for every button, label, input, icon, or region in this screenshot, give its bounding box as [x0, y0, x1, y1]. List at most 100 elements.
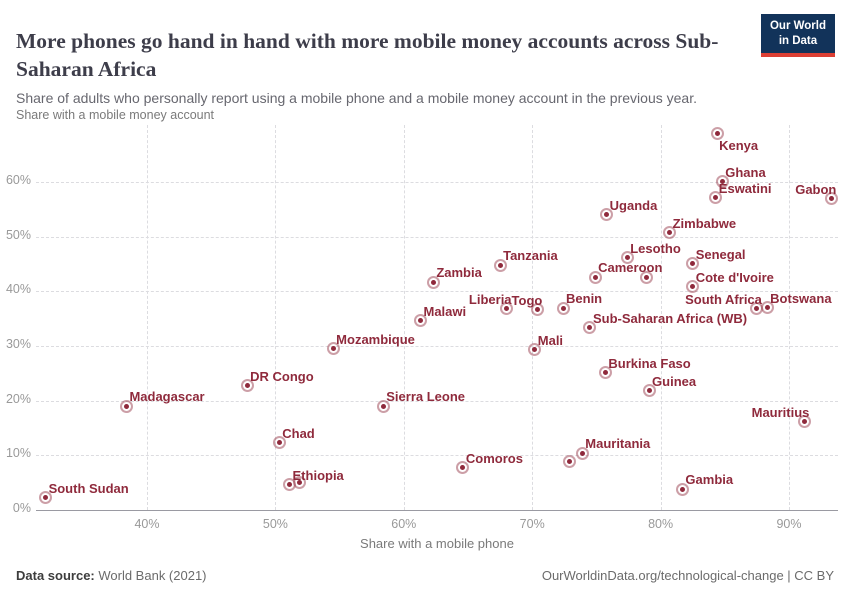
scatter-point-gambia[interactable] — [675, 482, 689, 496]
x-gridline — [147, 125, 148, 510]
point-label-dr-congo[interactable]: DR Congo — [250, 368, 314, 384]
scatter-point-gabon[interactable] — [824, 192, 838, 206]
y-gridline — [36, 291, 838, 293]
point-label-kenya[interactable]: Kenya — [719, 137, 759, 153]
point-label-south-sudan[interactable]: South Sudan — [48, 480, 129, 496]
point-label-togo[interactable]: Togo — [511, 292, 543, 308]
point-label-senegal[interactable]: Senegal — [695, 246, 746, 262]
point-label-madagascar[interactable]: Madagascar — [129, 389, 205, 405]
scatter-point-south-africa[interactable] — [750, 302, 764, 316]
scatter-point-cameroon[interactable] — [588, 270, 602, 284]
chart-subtitle: Share of adults who personally report us… — [16, 90, 697, 106]
scatter-point-unlabeled[interactable] — [639, 270, 653, 284]
point-label-gabon[interactable]: Gabon — [795, 181, 837, 197]
y-gridline — [36, 400, 838, 402]
scatter-point-ghana[interactable] — [715, 175, 729, 189]
scatter-point-mali[interactable] — [528, 343, 542, 357]
point-label-botswana[interactable]: Botswana — [770, 290, 832, 306]
data-source-note: Data source: World Bank (2021) — [16, 568, 207, 583]
x-gridline — [403, 125, 405, 510]
point-label-zimbabwe[interactable]: Zimbabwe — [672, 215, 737, 231]
scatter-point-sub-saharan-africa-wb[interactable] — [583, 321, 597, 335]
x-gridline — [532, 125, 534, 510]
point-label-mauritania[interactable]: Mauritania — [585, 436, 651, 452]
license-note[interactable]: OurWorldinData.org/technological-change … — [541, 568, 834, 583]
point-label-burkina-faso[interactable]: Burkina Faso — [608, 355, 691, 371]
x-tick-label: 70% — [519, 517, 545, 531]
x-tick-label: 50% — [262, 517, 288, 531]
x-tick-label: 40% — [134, 517, 160, 531]
scatter-point-sierra-leone[interactable] — [376, 399, 390, 413]
y-tick-label: 40% — [5, 282, 31, 297]
scatter-point-tanzania[interactable] — [493, 258, 507, 272]
point-label-malawi[interactable]: Malawi — [423, 303, 467, 319]
y-tick-label: 0% — [12, 501, 31, 515]
scatter-point-eswatini[interactable] — [709, 191, 723, 205]
scatter-point-ethiopia[interactable] — [283, 478, 297, 492]
point-label-cote-d-ivoire[interactable]: Cote d'Ivoire — [695, 269, 774, 285]
scatter-point-dr-congo[interactable] — [240, 379, 254, 393]
point-label-ethiopia[interactable]: Ethiopia — [292, 467, 344, 483]
scatter-point-benin[interactable] — [556, 301, 570, 315]
point-label-benin[interactable]: Benin — [566, 291, 603, 307]
scatter-point-liberia[interactable] — [500, 302, 514, 316]
x-gridline — [789, 125, 790, 510]
point-label-gambia[interactable]: Gambia — [685, 472, 734, 488]
owid-logo[interactable]: Our World in Data — [760, 14, 835, 57]
y-axis-title: Share with a mobile money account — [16, 108, 215, 122]
x-tick-label: 60% — [391, 517, 417, 531]
point-label-lesotho[interactable]: Lesotho — [630, 240, 681, 256]
scatter-point-burkina-faso[interactable] — [598, 366, 612, 380]
scatter-point-malawi[interactable] — [413, 314, 427, 328]
point-label-south-africa[interactable]: South Africa — [685, 291, 762, 307]
point-label-mozambique[interactable]: Mozambique — [336, 331, 415, 347]
x-gridline — [275, 125, 277, 510]
point-label-guinea[interactable]: Guinea — [652, 373, 697, 389]
point-label-eswatini[interactable]: Eswatini — [718, 180, 772, 196]
scatter-point-senegal[interactable] — [686, 257, 700, 271]
point-label-mauritius[interactable]: Mauritius — [751, 404, 810, 420]
scatter-point-cote-d-ivoire[interactable] — [686, 280, 700, 294]
point-label-mali[interactable]: Mali — [537, 332, 564, 348]
point-label-zambia[interactable]: Zambia — [436, 265, 482, 281]
y-tick-label: 50% — [5, 227, 31, 242]
x-tick-label: 80% — [648, 517, 674, 531]
point-label-liberia[interactable]: Liberia — [468, 291, 512, 307]
x-axis-line — [36, 510, 838, 511]
scatter-point-mauritania[interactable] — [575, 446, 589, 460]
y-tick-label: 60% — [5, 172, 31, 187]
y-gridline — [36, 345, 838, 347]
point-label-tanzania[interactable]: Tanzania — [503, 248, 558, 264]
y-gridline — [36, 455, 838, 457]
point-label-chad[interactable]: Chad — [282, 425, 315, 441]
scatter-point-mauritius[interactable] — [797, 415, 811, 429]
x-axis-title: Share with a mobile phone — [360, 536, 514, 551]
scatter-point-togo[interactable] — [530, 303, 544, 317]
point-label-cameroon[interactable]: Cameroon — [598, 260, 663, 276]
scatter-point-unlabeled[interactable] — [562, 455, 576, 469]
point-label-ghana[interactable]: Ghana — [725, 164, 766, 180]
scatter-point-zimbabwe[interactable] — [663, 226, 677, 240]
scatter-point-guinea[interactable] — [642, 384, 656, 398]
point-label-sierra-leone[interactable]: Sierra Leone — [386, 389, 466, 405]
scatter-point-kenya[interactable] — [710, 127, 724, 141]
scatter-point-lesotho[interactable] — [620, 251, 634, 265]
y-tick-label: 20% — [5, 391, 31, 406]
scatter-point-madagascar[interactable] — [119, 399, 133, 413]
scatter-point-comoros[interactable] — [456, 461, 470, 475]
point-label-sub-saharan-africa-wb[interactable]: Sub-Saharan Africa (WB) — [592, 310, 748, 326]
scatter-point-zambia[interactable] — [426, 275, 440, 289]
y-gridline — [36, 181, 838, 183]
y-gridline — [36, 236, 838, 238]
chart-title: More phones go hand in hand with more mo… — [16, 29, 719, 81]
owid-logo-line2: in Data — [778, 34, 818, 47]
scatter-point-south-sudan[interactable] — [39, 491, 53, 505]
point-label-comoros[interactable]: Comoros — [465, 450, 523, 466]
y-tick-label: 30% — [5, 336, 31, 351]
scatter-point-uganda[interactable] — [600, 208, 614, 222]
point-label-uganda[interactable]: Uganda — [609, 197, 658, 213]
scatter-point-chad[interactable] — [272, 436, 286, 450]
y-tick-label: 10% — [5, 446, 31, 461]
scatter-point-mozambique[interactable] — [326, 342, 340, 356]
data-source-value: World Bank (2021) — [94, 568, 207, 583]
